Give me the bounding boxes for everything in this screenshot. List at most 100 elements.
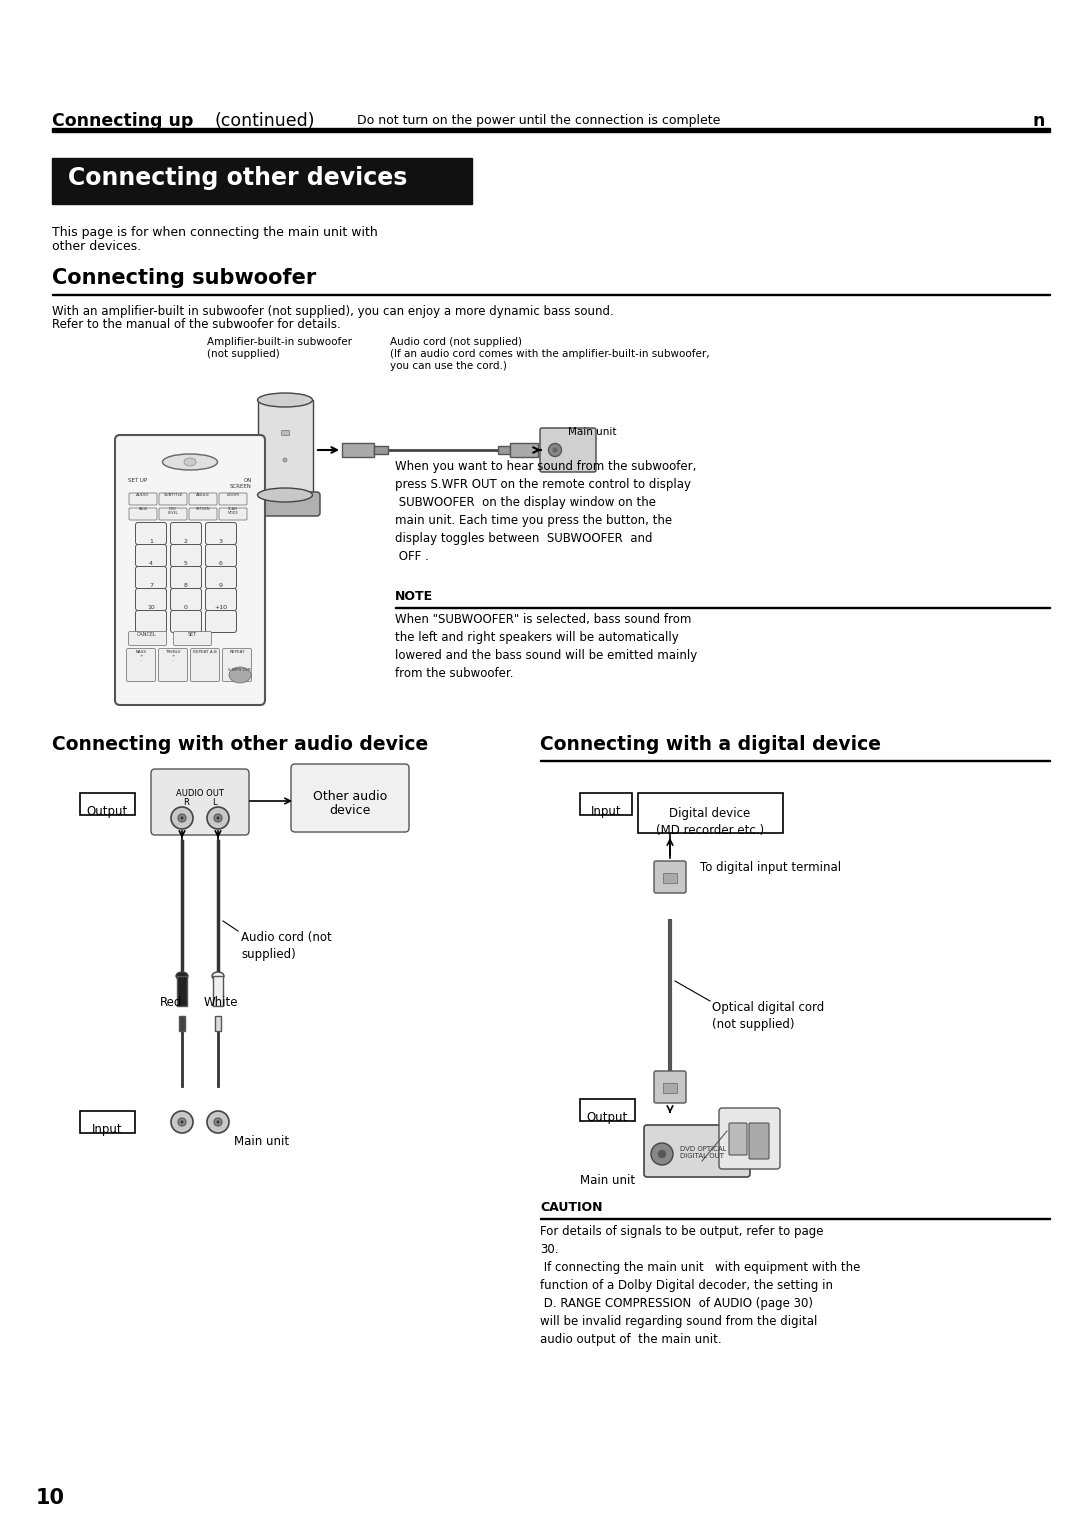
- Text: n: n: [1032, 112, 1044, 130]
- Text: To digital input terminal: To digital input terminal: [700, 860, 841, 874]
- Text: Audio cord (not
supplied): Audio cord (not supplied): [241, 931, 332, 961]
- Bar: [638, 793, 783, 833]
- FancyBboxPatch shape: [135, 567, 166, 588]
- FancyBboxPatch shape: [174, 631, 212, 645]
- FancyBboxPatch shape: [151, 769, 249, 834]
- FancyBboxPatch shape: [249, 492, 320, 516]
- Ellipse shape: [553, 448, 557, 452]
- Ellipse shape: [257, 487, 312, 503]
- Text: 0: 0: [184, 605, 188, 610]
- Text: White: White: [204, 996, 239, 1008]
- Text: 9: 9: [219, 584, 222, 588]
- Text: Connecting subwoofer: Connecting subwoofer: [52, 267, 316, 287]
- Text: Other audio: Other audio: [313, 790, 387, 804]
- FancyBboxPatch shape: [729, 1123, 747, 1155]
- Text: SET: SET: [187, 633, 197, 637]
- Text: R: R: [184, 798, 189, 807]
- Text: Digital device
(MD recorder etc.): Digital device (MD recorder etc.): [656, 807, 764, 837]
- FancyBboxPatch shape: [129, 507, 157, 520]
- Text: AUDIO: AUDIO: [136, 494, 150, 497]
- Bar: [80, 1111, 135, 1132]
- Text: REPEAT: REPEAT: [229, 649, 245, 654]
- FancyBboxPatch shape: [135, 611, 166, 633]
- Text: Main unit: Main unit: [580, 1174, 635, 1187]
- FancyBboxPatch shape: [205, 611, 237, 633]
- Text: REPEAT A-B: REPEAT A-B: [193, 649, 217, 654]
- Text: Connecting up: Connecting up: [52, 112, 193, 130]
- Text: 8: 8: [184, 584, 188, 588]
- Text: When "SUBWOOFER" is selected, bass sound from
the left and right speakers will b: When "SUBWOOFER" is selected, bass sound…: [395, 613, 698, 680]
- Ellipse shape: [180, 816, 184, 819]
- Text: 3: 3: [219, 539, 222, 544]
- Ellipse shape: [180, 1120, 184, 1123]
- FancyBboxPatch shape: [190, 648, 219, 681]
- Text: SCAN
MODE: SCAN MODE: [228, 507, 239, 515]
- Bar: [80, 793, 135, 814]
- FancyBboxPatch shape: [654, 860, 686, 892]
- Text: ANGLE: ANGLE: [195, 494, 210, 497]
- Text: Output: Output: [586, 1111, 627, 1125]
- FancyBboxPatch shape: [750, 1123, 769, 1160]
- Text: Refer to the manual of the subwoofer for details.: Refer to the manual of the subwoofer for…: [52, 318, 341, 332]
- Text: SET UP: SET UP: [129, 478, 147, 483]
- Bar: [52, 128, 1050, 131]
- Ellipse shape: [207, 1111, 229, 1132]
- Text: BASS
+
-: BASS + -: [135, 649, 147, 663]
- Text: L: L: [212, 798, 216, 807]
- Text: Do not turn on the power until the connection is complete: Do not turn on the power until the conne…: [357, 115, 720, 127]
- FancyBboxPatch shape: [644, 1125, 750, 1177]
- Ellipse shape: [214, 1118, 222, 1126]
- Ellipse shape: [229, 668, 251, 683]
- Ellipse shape: [216, 816, 219, 819]
- FancyBboxPatch shape: [540, 428, 596, 472]
- Text: 6: 6: [219, 561, 222, 565]
- Text: With an amplifier-built in subwoofer (not supplied), you can enjoy a more dynami: With an amplifier-built in subwoofer (no…: [52, 306, 613, 318]
- Bar: [663, 872, 677, 883]
- FancyBboxPatch shape: [205, 567, 237, 588]
- FancyBboxPatch shape: [135, 523, 166, 544]
- Text: DVD
LEVEL: DVD LEVEL: [167, 507, 178, 515]
- Text: When you want to hear sound from the subwoofer,
press S.WFR OUT on the remote co: When you want to hear sound from the sub…: [395, 460, 697, 562]
- FancyBboxPatch shape: [219, 494, 247, 504]
- Text: 2: 2: [184, 539, 188, 544]
- Text: Connecting other devices: Connecting other devices: [68, 167, 407, 189]
- FancyBboxPatch shape: [205, 544, 237, 567]
- FancyBboxPatch shape: [171, 544, 202, 567]
- FancyBboxPatch shape: [159, 507, 187, 520]
- Ellipse shape: [212, 972, 224, 979]
- FancyBboxPatch shape: [171, 567, 202, 588]
- Ellipse shape: [162, 454, 217, 471]
- Text: (If an audio cord comes with the amplifier-built-in subwoofer,: (If an audio cord comes with the amplifi…: [390, 348, 710, 359]
- Text: ON
SCREEN: ON SCREEN: [230, 478, 252, 489]
- Bar: [258, 400, 313, 495]
- Text: PAGE: PAGE: [138, 507, 148, 510]
- Text: S.WFR OUT: S.WFR OUT: [228, 668, 252, 672]
- Ellipse shape: [658, 1151, 666, 1158]
- Text: 7: 7: [149, 584, 153, 588]
- FancyBboxPatch shape: [205, 523, 237, 544]
- FancyBboxPatch shape: [654, 1071, 686, 1103]
- Text: SUBTITLE: SUBTITLE: [163, 494, 183, 497]
- Bar: [510, 443, 538, 457]
- Text: DVD OPTICAL
DIGITAL OUT: DVD OPTICAL DIGITAL OUT: [680, 1146, 727, 1160]
- FancyBboxPatch shape: [159, 648, 188, 681]
- Bar: [52, 157, 472, 205]
- Text: Main unit: Main unit: [568, 426, 617, 437]
- Text: Audio cord (not supplied): Audio cord (not supplied): [390, 338, 522, 347]
- Bar: [177, 976, 187, 1005]
- Text: Amplifier-built-in subwoofer: Amplifier-built-in subwoofer: [207, 338, 352, 347]
- FancyBboxPatch shape: [189, 507, 217, 520]
- FancyBboxPatch shape: [222, 648, 252, 681]
- Text: (not supplied): (not supplied): [207, 348, 280, 359]
- Text: Input: Input: [92, 1123, 122, 1135]
- Bar: [580, 793, 632, 814]
- Ellipse shape: [216, 1120, 219, 1123]
- Text: For details of signals to be output, refer to page
30.
 If connecting the main u: For details of signals to be output, ref…: [540, 1225, 861, 1346]
- FancyBboxPatch shape: [171, 588, 202, 611]
- FancyBboxPatch shape: [189, 494, 217, 504]
- Ellipse shape: [171, 807, 193, 830]
- Bar: [215, 1016, 221, 1031]
- Bar: [179, 1016, 185, 1031]
- Text: Connecting with other audio device: Connecting with other audio device: [52, 735, 429, 753]
- Text: CANCEL: CANCEL: [137, 633, 157, 637]
